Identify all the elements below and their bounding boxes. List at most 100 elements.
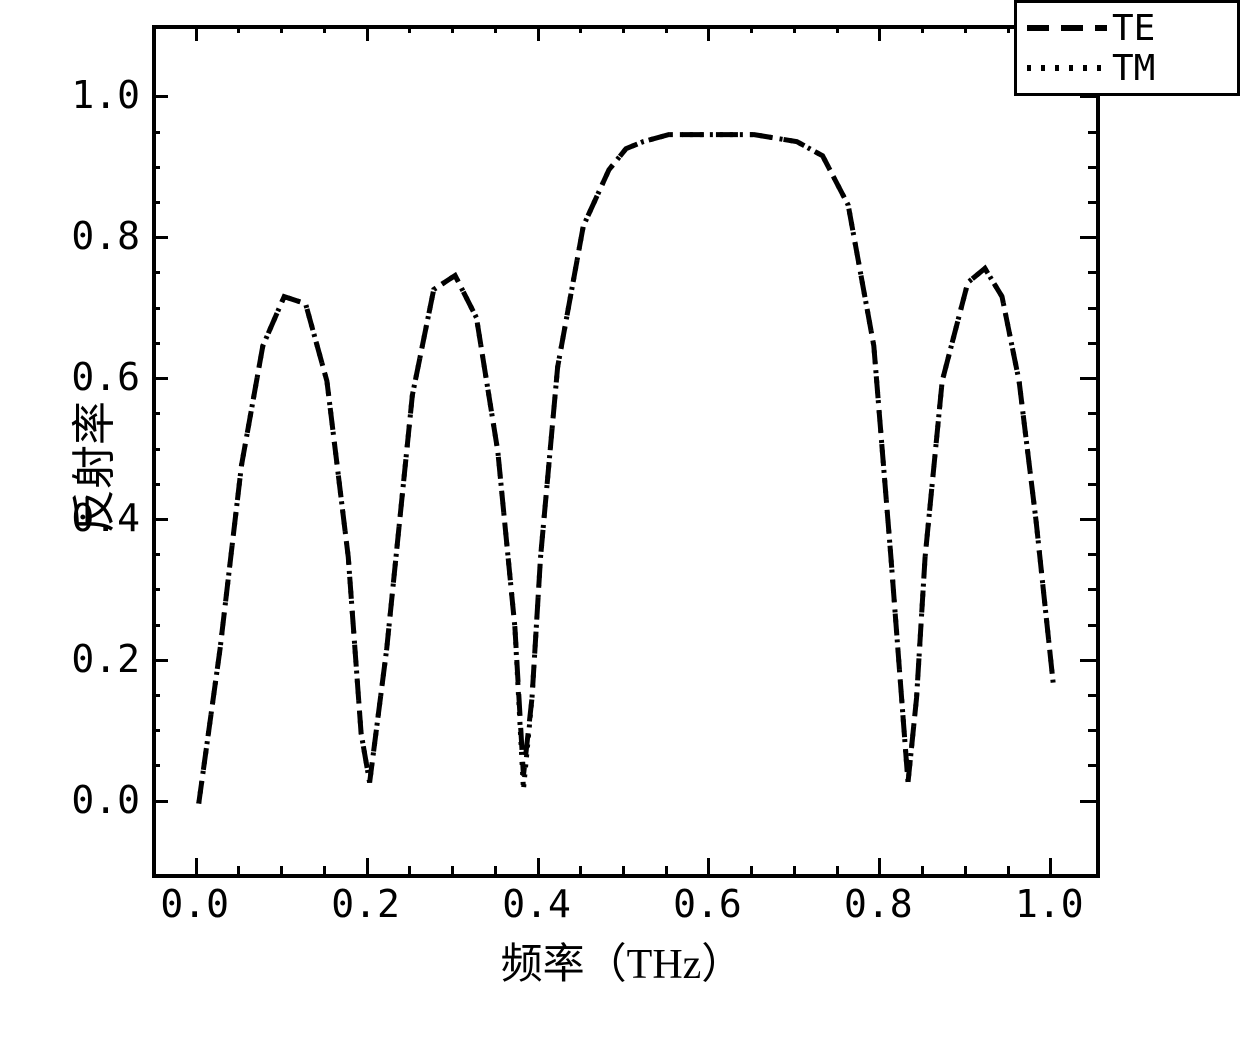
xtick-major bbox=[366, 858, 369, 874]
ytick-major bbox=[152, 518, 168, 521]
ytick-label: 0.6 bbox=[50, 355, 140, 399]
te-series-line bbox=[199, 135, 1054, 804]
ytick-minor-right bbox=[1088, 729, 1096, 732]
ytick-minor bbox=[152, 553, 160, 556]
xtick-minor-top bbox=[408, 25, 411, 33]
series-svg bbox=[156, 29, 1096, 874]
ytick-minor bbox=[152, 483, 160, 486]
xtick-major-top bbox=[707, 25, 710, 41]
xtick-minor-top bbox=[964, 25, 967, 33]
xtick-minor-top bbox=[237, 25, 240, 33]
xtick-minor bbox=[323, 866, 326, 874]
ytick-minor-right bbox=[1088, 201, 1096, 204]
xtick-minor-top bbox=[750, 25, 753, 33]
chart-container: TE TM 反射率 频率（THz） 0.00.20.40.60.81.0 0.0… bbox=[0, 0, 1240, 1041]
ytick-minor bbox=[152, 342, 160, 345]
legend-item-te: TE bbox=[1027, 8, 1227, 48]
xtick-minor bbox=[579, 866, 582, 874]
ytick-minor bbox=[152, 201, 160, 204]
legend-label-te: TE bbox=[1112, 8, 1155, 49]
tm-series-line bbox=[199, 135, 1054, 804]
ytick-major bbox=[152, 659, 168, 662]
ytick-label: 0.2 bbox=[50, 637, 140, 681]
xtick-minor bbox=[964, 866, 967, 874]
xtick-minor bbox=[451, 866, 454, 874]
xtick-minor-top bbox=[323, 25, 326, 33]
xtick-minor-top bbox=[280, 25, 283, 33]
xtick-minor-top bbox=[836, 25, 839, 33]
xtick-minor bbox=[408, 866, 411, 874]
ytick-minor bbox=[152, 448, 160, 451]
xtick-label: 0.4 bbox=[492, 882, 582, 926]
plot-area bbox=[152, 25, 1100, 878]
xtick-label: 0.8 bbox=[833, 882, 923, 926]
xtick-minor bbox=[622, 866, 625, 874]
ytick-label: 0.8 bbox=[50, 214, 140, 258]
xtick-minor-top bbox=[1007, 25, 1010, 33]
ytick-minor-right bbox=[1088, 448, 1096, 451]
ytick-minor bbox=[152, 307, 160, 310]
legend-marker-dot bbox=[1027, 53, 1107, 83]
xtick-major-top bbox=[878, 25, 881, 41]
legend-marker-dash bbox=[1027, 13, 1107, 43]
xtick-minor bbox=[1007, 866, 1010, 874]
ytick-minor-right bbox=[1088, 588, 1096, 591]
xtick-major bbox=[707, 858, 710, 874]
ytick-minor-right bbox=[1088, 694, 1096, 697]
ytick-minor bbox=[152, 694, 160, 697]
legend-item-tm: TM bbox=[1027, 48, 1227, 88]
legend-box: TE TM bbox=[1014, 0, 1240, 96]
ytick-minor-right bbox=[1088, 342, 1096, 345]
ytick-minor-right bbox=[1088, 271, 1096, 274]
xtick-minor bbox=[280, 866, 283, 874]
ytick-label: 1.0 bbox=[50, 73, 140, 117]
ytick-major bbox=[152, 377, 168, 380]
xtick-minor-top bbox=[622, 25, 625, 33]
xtick-minor-top bbox=[665, 25, 668, 33]
ytick-minor bbox=[152, 166, 160, 169]
ytick-minor-right bbox=[1088, 624, 1096, 627]
ytick-minor bbox=[152, 131, 160, 134]
xtick-label: 0.6 bbox=[662, 882, 752, 926]
xtick-minor-top bbox=[494, 25, 497, 33]
ytick-minor-right bbox=[1088, 131, 1096, 134]
xtick-minor bbox=[750, 866, 753, 874]
xtick-major-top bbox=[366, 25, 369, 41]
ytick-minor-right bbox=[1088, 166, 1096, 169]
x-axis-label: 频率（THz） bbox=[152, 930, 1092, 991]
ytick-major bbox=[152, 95, 168, 98]
ytick-label: 0.4 bbox=[50, 496, 140, 540]
xtick-major bbox=[878, 858, 881, 874]
xtick-major bbox=[1049, 858, 1052, 874]
xtick-label: 1.0 bbox=[1004, 882, 1094, 926]
xtick-minor bbox=[494, 866, 497, 874]
ytick-minor-right bbox=[1088, 412, 1096, 415]
xtick-minor-top bbox=[451, 25, 454, 33]
xtick-major bbox=[195, 858, 198, 874]
xtick-minor bbox=[793, 866, 796, 874]
xtick-minor bbox=[836, 866, 839, 874]
ytick-major bbox=[152, 236, 168, 239]
ytick-major-right bbox=[1080, 800, 1096, 803]
xtick-minor bbox=[921, 866, 924, 874]
xtick-major-top bbox=[537, 25, 540, 41]
ytick-minor bbox=[152, 588, 160, 591]
ytick-major-right bbox=[1080, 377, 1096, 380]
ytick-minor-right bbox=[1088, 483, 1096, 486]
ytick-major-right bbox=[1080, 236, 1096, 239]
xtick-minor-top bbox=[579, 25, 582, 33]
ytick-minor bbox=[152, 271, 160, 274]
xtick-major bbox=[537, 858, 540, 874]
xtick-minor-top bbox=[921, 25, 924, 33]
ytick-major-right bbox=[1080, 659, 1096, 662]
xtick-major-top bbox=[195, 25, 198, 41]
legend-label-tm: TM bbox=[1112, 48, 1155, 89]
ytick-minor-right bbox=[1088, 764, 1096, 767]
ytick-minor bbox=[152, 729, 160, 732]
ytick-major bbox=[152, 800, 168, 803]
ytick-minor-right bbox=[1088, 307, 1096, 310]
xtick-label: 0.2 bbox=[321, 882, 411, 926]
ytick-major-right bbox=[1080, 518, 1096, 521]
xtick-minor bbox=[665, 866, 668, 874]
xtick-minor bbox=[237, 866, 240, 874]
